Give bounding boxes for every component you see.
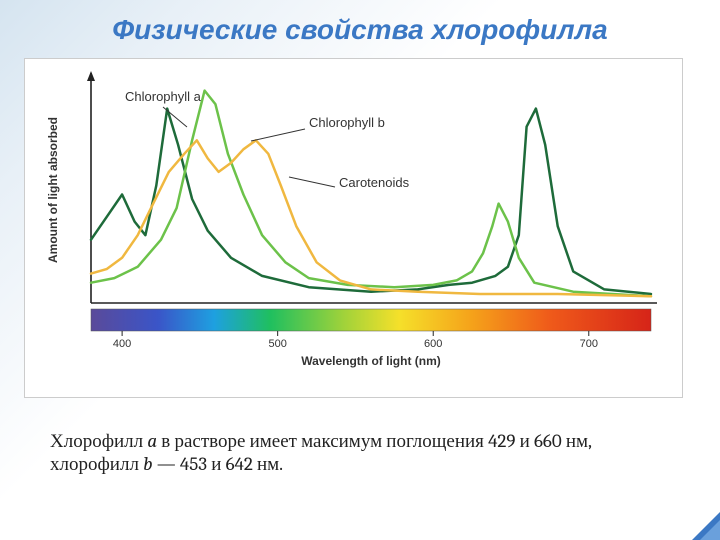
svg-text:Wavelength of light (nm): Wavelength of light (nm) <box>301 354 441 368</box>
svg-text:500: 500 <box>268 338 286 350</box>
caption-text: Хлорофилл a в растворе имеет максимум по… <box>50 430 670 476</box>
svg-text:Carotenoids: Carotenoids <box>339 175 410 190</box>
svg-text:400: 400 <box>113 338 131 350</box>
svg-text:600: 600 <box>424 338 442 350</box>
chart-svg: 400 500 600 700 Wavelength of light (nm) Amou… <box>25 59 682 397</box>
svg-text:Amount of light absorbed: Amount of light absorbed <box>46 117 60 263</box>
caption-suffix: — 453 и 642 нм. <box>153 453 284 475</box>
caption-a: a <box>147 430 157 452</box>
caption-b: b <box>143 453 152 475</box>
corner-decoration-inner <box>700 520 720 540</box>
absorption-chart: 400 500 600 700 Wavelength of light (nm) Amou… <box>24 58 683 398</box>
page-title: Физические свойства хлорофилла <box>0 14 720 46</box>
caption-prefix: Хлорофилл <box>50 430 147 452</box>
svg-text:700: 700 <box>580 338 598 350</box>
svg-text:Chlorophyll a: Chlorophyll a <box>125 89 202 104</box>
slide: Физические свойства хлорофилла 400 500 600… <box>0 0 720 540</box>
svg-text:Chlorophyll b: Chlorophyll b <box>309 115 385 130</box>
